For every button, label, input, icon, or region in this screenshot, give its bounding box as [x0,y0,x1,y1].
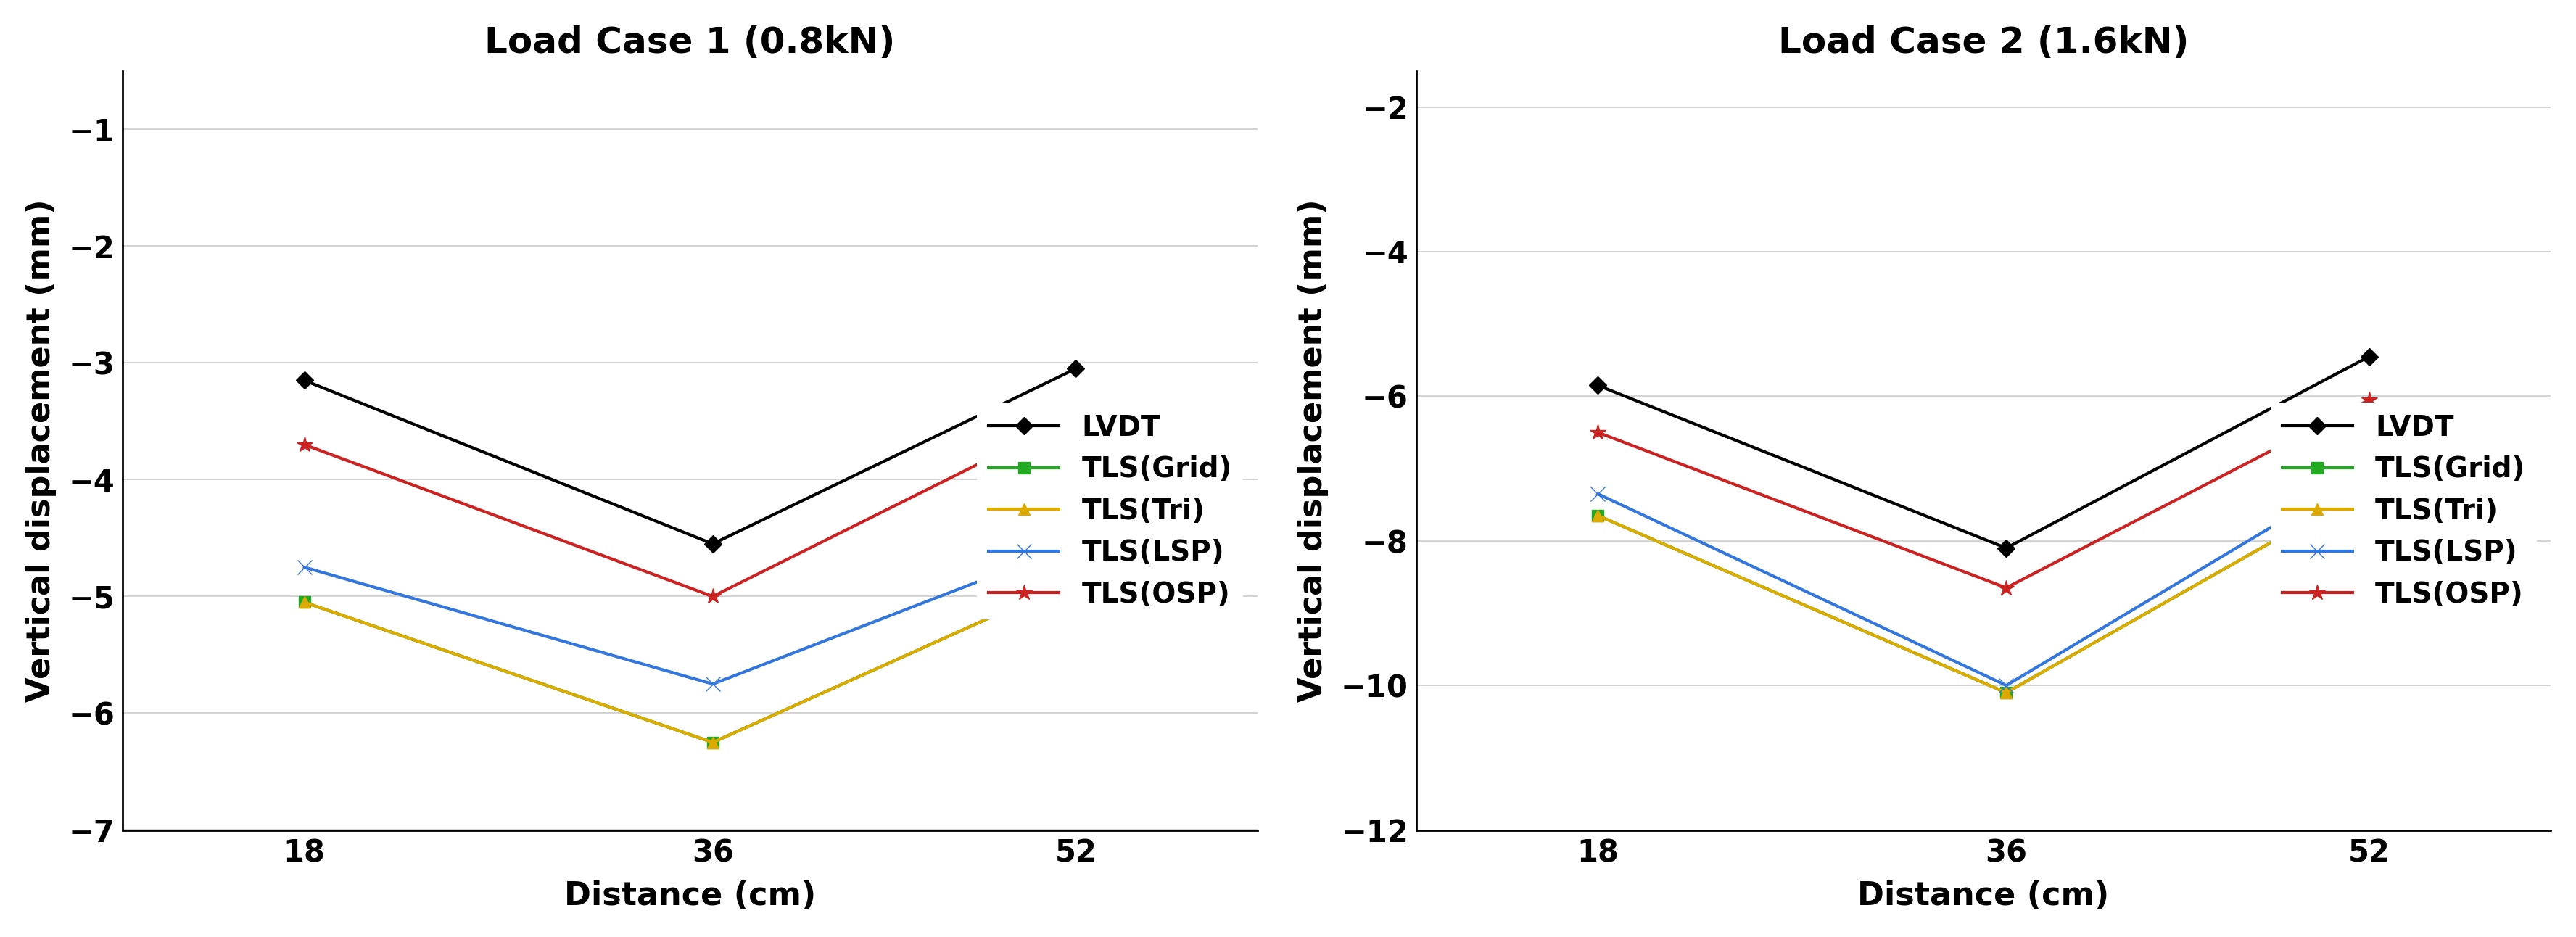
Line: TLS(OSP): TLS(OSP) [296,408,1084,604]
TLS(Tri) [2354,481,2385,492]
TLS(LSP) [698,678,729,690]
TLS(Grid) [1061,573,1092,585]
Line: TLS(Tri): TLS(Tri) [299,573,1082,749]
TLS(LSP) [1991,680,2022,692]
TLS(Grid) [1582,510,1613,521]
LVDT [289,375,319,386]
Y-axis label: Vertical displacement (mm): Vertical displacement (mm) [1298,199,1329,702]
Line: TLS(Grid): TLS(Grid) [299,573,1082,749]
TLS(LSP) [1061,538,1092,549]
Line: LVDT: LVDT [1592,350,2375,554]
Line: TLS(Tri): TLS(Tri) [1592,481,2375,699]
X-axis label: Distance (cm): Distance (cm) [564,881,817,912]
TLS(OSP) [1582,426,1613,438]
TLS(Tri) [289,597,319,608]
TLS(Tri) [1061,573,1092,585]
Y-axis label: Vertical displacement (mm): Vertical displacement (mm) [26,199,57,702]
LVDT [1582,379,1613,391]
TLS(Tri) [1582,510,1613,521]
TLS(OSP) [1061,409,1092,421]
TLS(OSP) [2354,394,2385,406]
Title: Load Case 1 (0.8kN): Load Case 1 (0.8kN) [484,25,896,60]
Line: TLS(Grid): TLS(Grid) [1592,481,2375,699]
TLS(LSP) [2354,463,2385,474]
Title: Load Case 2 (1.6kN): Load Case 2 (1.6kN) [1777,25,2190,60]
Legend: LVDT, TLS(Grid), TLS(Tri), TLS(LSP), TLS(OSP): LVDT, TLS(Grid), TLS(Tri), TLS(LSP), TLS… [2269,403,2537,619]
LVDT [698,538,729,549]
TLS(OSP) [289,439,319,451]
Line: LVDT: LVDT [299,363,1082,550]
TLS(Grid) [698,736,729,748]
Line: TLS(OSP): TLS(OSP) [1589,392,2378,596]
LVDT [1061,363,1092,374]
TLS(LSP) [289,561,319,573]
LVDT [1991,543,2022,554]
TLS(OSP) [1991,582,2022,593]
TLS(LSP) [1582,488,1613,499]
TLS(Tri) [1991,687,2022,698]
LVDT [2354,350,2385,362]
Line: TLS(LSP): TLS(LSP) [296,537,1082,692]
TLS(Grid) [289,597,319,608]
Line: TLS(LSP): TLS(LSP) [1592,462,2375,692]
TLS(Grid) [2354,481,2385,492]
Legend: LVDT, TLS(Grid), TLS(Tri), TLS(LSP), TLS(OSP): LVDT, TLS(Grid), TLS(Tri), TLS(LSP), TLS… [976,403,1244,619]
X-axis label: Distance (cm): Distance (cm) [1857,881,2110,912]
TLS(Tri) [698,736,729,748]
TLS(OSP) [698,591,729,602]
TLS(Grid) [1991,687,2022,698]
